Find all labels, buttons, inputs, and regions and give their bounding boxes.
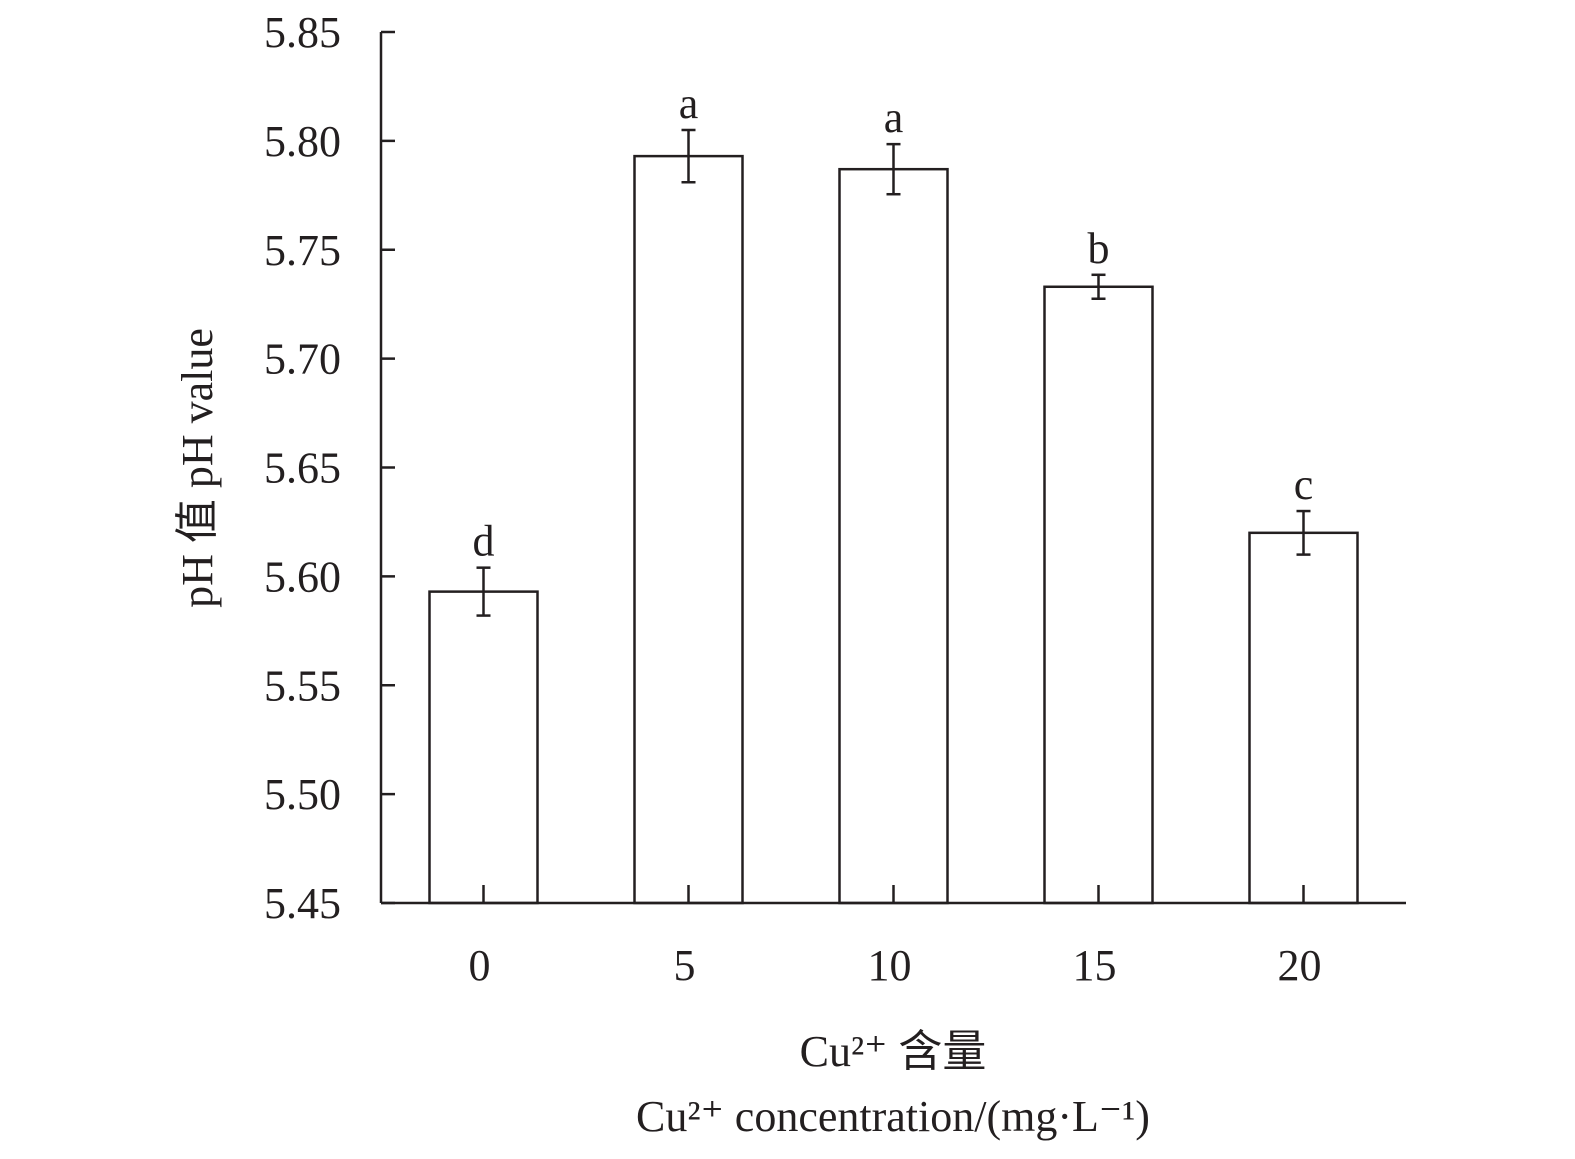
y-tick-label: 5.65 [264, 444, 341, 493]
x-tick-label: 0 [469, 941, 491, 990]
significance-letter: d [473, 517, 495, 566]
bar-5 [633, 154, 744, 905]
bars-group: d a a b c [428, 79, 1359, 905]
y-tick-label: 5.60 [264, 552, 341, 601]
significance-letter: b [1088, 224, 1110, 273]
y-tick-label: 5.75 [264, 226, 341, 275]
x-tick-label: 10 [868, 941, 912, 990]
x-tick-label: 5 [674, 941, 696, 990]
bar-0 [428, 590, 539, 905]
bar-20 [1248, 531, 1359, 905]
y-tick-label: 5.50 [264, 770, 341, 819]
bar-15 [1043, 285, 1154, 905]
significance-letter: a [884, 93, 904, 142]
y-tick-label: 5.55 [264, 661, 341, 710]
x-tick-label: 15 [1073, 941, 1117, 990]
significance-letter: c [1294, 460, 1314, 509]
x-tick-label: 20 [1278, 941, 1322, 990]
y-tick-label: 5.45 [264, 879, 341, 928]
bar-10 [838, 167, 949, 905]
y-axis-label: pH 值 pH value [173, 328, 222, 608]
x-axis-label-line1: Cu²⁺ 含量 [800, 1027, 987, 1076]
y-tick-label: 5.70 [264, 335, 341, 384]
y-tick-label: 5.80 [264, 117, 341, 166]
significance-letter: a [679, 79, 699, 128]
axes-group: 5.45 5.50 5.55 5.60 5.65 5.70 5.75 5.80 5.85 0 5 10… [264, 8, 1406, 990]
x-axis-label-line2: Cu²⁺ concentration/(mg·L⁻¹) [636, 1092, 1150, 1141]
y-tick-label: 5.85 [264, 8, 341, 57]
